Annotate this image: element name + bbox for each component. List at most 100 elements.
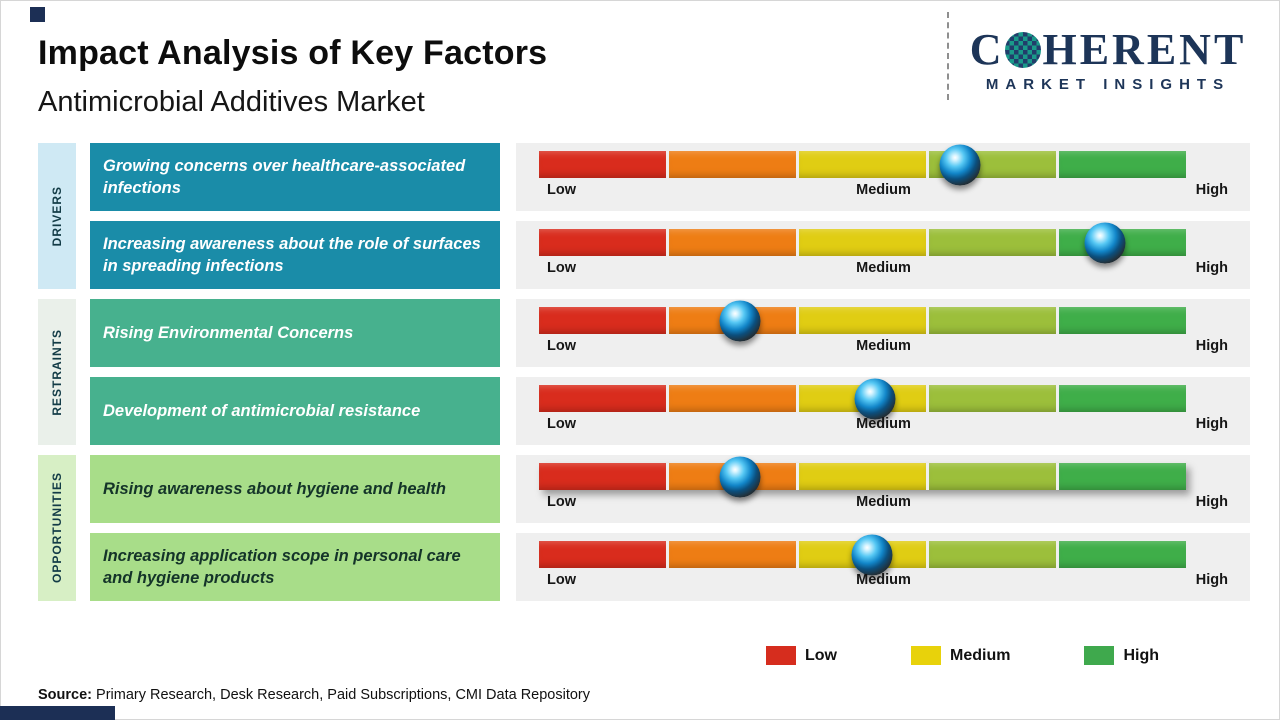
factor-label-box: Rising Environmental Concerns bbox=[90, 299, 500, 367]
factor-row: Development of antimicrobial resistance bbox=[90, 377, 1250, 445]
impact-scale-panel: Low Medium High bbox=[516, 221, 1250, 289]
bar-segment-low bbox=[539, 151, 666, 178]
category-label-restraints: RESTRAINTS bbox=[50, 328, 64, 416]
scale-label-high: High bbox=[1195, 416, 1228, 432]
factor-row: Rising Environmental Concerns bbox=[90, 299, 1250, 367]
scale-label-high: High bbox=[1195, 572, 1228, 588]
factor-label: Development of antimicrobial resistance bbox=[103, 401, 421, 420]
factor-label: Growing concerns over healthcare-associa… bbox=[103, 156, 466, 197]
bar-segment-low-medium bbox=[669, 151, 796, 178]
impact-chart: DRIVERS Growing concerns over healthcare… bbox=[38, 143, 1250, 611]
group-restraints: RESTRAINTS Rising Environmental Concerns bbox=[38, 299, 1250, 445]
bar-segment-medium bbox=[799, 307, 926, 334]
logo-letter-c: C bbox=[969, 25, 1005, 74]
impact-scale-panel: Low Medium High bbox=[516, 299, 1250, 367]
group-drivers: DRIVERS Growing concerns over healthcare… bbox=[38, 143, 1250, 289]
impact-marker bbox=[854, 378, 896, 419]
header-divider bbox=[947, 12, 949, 100]
scale-labels: Low Medium High bbox=[539, 494, 1228, 518]
impact-scale-panel: Low Medium High bbox=[516, 143, 1250, 211]
factor-row: Increasing application scope in personal… bbox=[90, 533, 1250, 601]
scale-label-medium: Medium bbox=[856, 338, 911, 354]
impact-bar bbox=[539, 463, 1186, 490]
bar-segment-high bbox=[1059, 307, 1186, 334]
category-label-opportunities: OPPORTUNITIES bbox=[50, 472, 64, 584]
bar-segment-low-medium bbox=[669, 541, 796, 568]
bar-segment-medium-high bbox=[929, 229, 1056, 256]
scale-label-low: Low bbox=[547, 338, 576, 354]
logo-letters-herent: HERENT bbox=[1042, 25, 1247, 74]
scale-label-medium: Medium bbox=[856, 572, 911, 588]
factor-row: Rising awareness about hygiene and healt… bbox=[90, 455, 1250, 523]
scale-labels: Low Medium High bbox=[539, 338, 1228, 362]
scale-labels: Low Medium High bbox=[539, 182, 1228, 206]
factor-label-box: Growing concerns over healthcare-associa… bbox=[90, 143, 500, 211]
scale-label-low: Low bbox=[547, 494, 576, 510]
source-text: Primary Research, Desk Research, Paid Su… bbox=[92, 687, 591, 703]
impact-marker bbox=[939, 144, 981, 185]
impact-marker bbox=[719, 456, 761, 497]
bar-segment-low-medium bbox=[669, 229, 796, 256]
bar-segment-low bbox=[539, 385, 666, 412]
scale-label-low: Low bbox=[547, 260, 576, 276]
factor-label: Increasing application scope in personal… bbox=[103, 546, 461, 587]
factor-label: Rising awareness about hygiene and healt… bbox=[103, 479, 446, 498]
coherent-market-insights-logo: C HERENT MARKET INSIGHTS bbox=[958, 25, 1258, 94]
impact-bar bbox=[539, 307, 1186, 334]
legend-item-high: High bbox=[1084, 646, 1159, 665]
impact-scale-panel: Low Medium High bbox=[516, 377, 1250, 445]
scale-label-medium: Medium bbox=[856, 260, 911, 276]
factor-label: Rising Environmental Concerns bbox=[103, 323, 354, 342]
page-subtitle: Antimicrobial Additives Market bbox=[38, 86, 425, 118]
corner-decoration-bottom bbox=[0, 706, 115, 720]
scale-label-high: High bbox=[1195, 494, 1228, 510]
bar-segment-high bbox=[1059, 541, 1186, 568]
legend: Low Medium High bbox=[766, 646, 1159, 665]
legend-item-medium: Medium bbox=[911, 646, 1010, 665]
group-opportunities: OPPORTUNITIES Rising awareness about hyg… bbox=[38, 455, 1250, 601]
category-band-drivers: DRIVERS bbox=[38, 143, 76, 289]
scale-labels: Low Medium High bbox=[539, 416, 1228, 440]
bar-segment-low bbox=[539, 307, 666, 334]
scale-label-medium: Medium bbox=[856, 182, 911, 198]
legend-item-low: Low bbox=[766, 646, 837, 665]
factor-label-box: Rising awareness about hygiene and healt… bbox=[90, 455, 500, 523]
logo-tagline: MARKET INSIGHTS bbox=[985, 76, 1231, 93]
bar-segment-medium bbox=[799, 229, 926, 256]
factor-row: Increasing awareness about the role of s… bbox=[90, 221, 1250, 289]
scale-label-high: High bbox=[1195, 260, 1228, 276]
legend-label-medium: Medium bbox=[950, 646, 1011, 664]
bar-segment-low-medium bbox=[669, 385, 796, 412]
scale-label-high: High bbox=[1195, 338, 1228, 354]
scale-label-low: Low bbox=[547, 572, 576, 588]
bar-segment-low bbox=[539, 229, 666, 256]
legend-swatch-medium bbox=[911, 646, 941, 665]
bar-segment-low bbox=[539, 463, 666, 490]
corner-decoration-top bbox=[30, 7, 45, 22]
scale-label-medium: Medium bbox=[856, 416, 911, 432]
impact-scale-panel: Low Medium High bbox=[516, 533, 1250, 601]
legend-swatch-low bbox=[766, 646, 796, 665]
bar-segment-high bbox=[1059, 385, 1186, 412]
source-prefix: Source: bbox=[38, 687, 92, 703]
category-band-restraints: RESTRAINTS bbox=[38, 299, 76, 445]
bar-segment-high bbox=[1059, 463, 1186, 490]
page-title: Impact Analysis of Key Factors bbox=[38, 34, 548, 72]
bar-segment-medium-high bbox=[929, 463, 1056, 490]
legend-label-high: High bbox=[1123, 646, 1159, 664]
scale-label-low: Low bbox=[547, 416, 576, 432]
factor-label-box: Increasing application scope in personal… bbox=[90, 533, 500, 601]
scale-label-low: Low bbox=[547, 182, 576, 198]
factor-label: Increasing awareness about the role of s… bbox=[103, 234, 481, 275]
scale-labels: Low Medium High bbox=[539, 572, 1228, 596]
impact-marker bbox=[719, 300, 761, 341]
bar-segment-medium-high bbox=[929, 307, 1056, 334]
impact-marker bbox=[851, 534, 893, 575]
bar-segment-low bbox=[539, 541, 666, 568]
globe-icon bbox=[1005, 32, 1042, 68]
impact-scale-panel: Low Medium High bbox=[516, 455, 1250, 523]
factor-label-box: Increasing awareness about the role of s… bbox=[90, 221, 500, 289]
bar-segment-medium-high bbox=[929, 385, 1056, 412]
bar-segment-medium bbox=[799, 463, 926, 490]
